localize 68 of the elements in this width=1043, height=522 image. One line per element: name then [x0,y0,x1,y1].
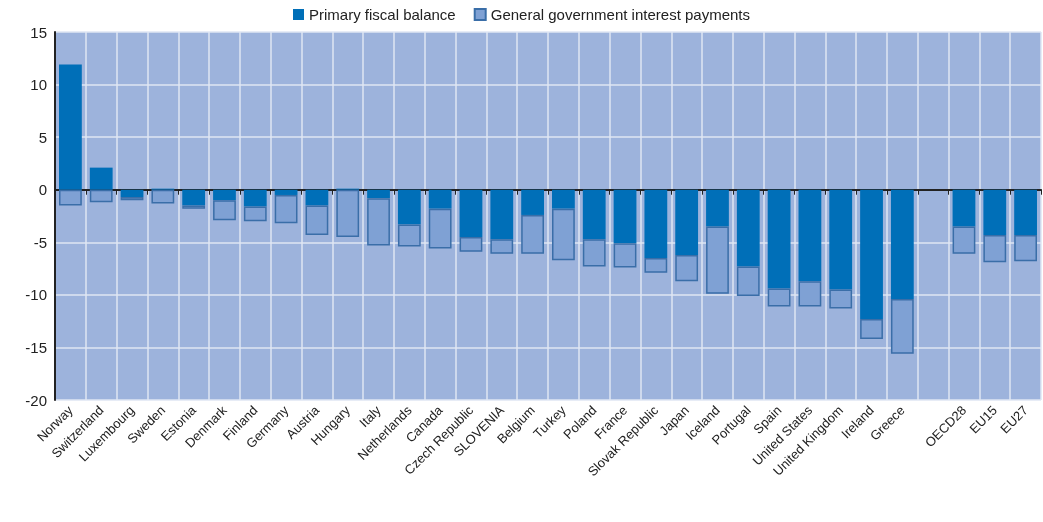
bar [490,189,514,240]
bar [767,189,791,289]
y-tick-label: -20 [25,391,47,409]
bar [59,189,82,206]
bar [1014,234,1037,262]
bar [490,239,514,254]
bar [521,189,544,215]
bar [613,189,637,244]
bar [120,189,144,198]
bar [798,189,822,282]
bar [644,258,668,273]
bar [736,266,760,296]
bar [459,189,483,238]
y-tick-label: 0 [38,181,47,199]
y-tick-label: 15 [30,23,47,41]
bar [213,200,236,221]
y-tick-label: -5 [33,233,47,251]
y-tick-label: 5 [38,128,47,146]
bar [644,189,668,259]
bar [151,189,175,204]
bar [397,189,421,225]
bar [397,224,421,247]
bar [89,189,113,203]
bar [336,189,360,238]
bar [829,189,853,290]
bar [428,189,452,209]
bar [952,189,976,227]
bar [983,234,1007,263]
bar [305,205,329,235]
bar [552,208,575,261]
bar [952,226,976,254]
bar [582,239,606,267]
bar [89,167,113,190]
bar [706,226,729,294]
bar [890,299,914,354]
legend-label: Primary fiscal balance [308,6,456,23]
bar [798,281,822,307]
bar [213,189,236,201]
bar [459,237,483,252]
bar [367,198,390,246]
legend-label: General government interest payments [490,6,751,23]
bar [675,189,699,255]
bar [274,194,298,224]
bar [582,189,606,240]
y-tick-label: -10 [25,286,47,304]
bar [305,189,329,206]
bar [736,189,760,267]
bar [59,64,82,190]
bar [243,206,267,222]
bar [552,189,575,209]
bar [829,289,853,309]
y-tick-label: 10 [30,76,47,94]
bar [274,189,298,195]
bar [860,319,883,340]
bar [243,189,267,207]
bar [890,189,914,300]
bar [182,189,206,206]
bar [613,243,637,268]
bar [860,189,883,320]
bar [675,254,699,282]
bar [706,189,729,227]
y-tick-label: -15 [25,338,47,356]
bar [767,288,791,307]
bar [1014,189,1037,235]
bar [428,208,452,249]
bar [521,214,544,254]
bar [367,189,390,199]
bar [983,189,1007,235]
